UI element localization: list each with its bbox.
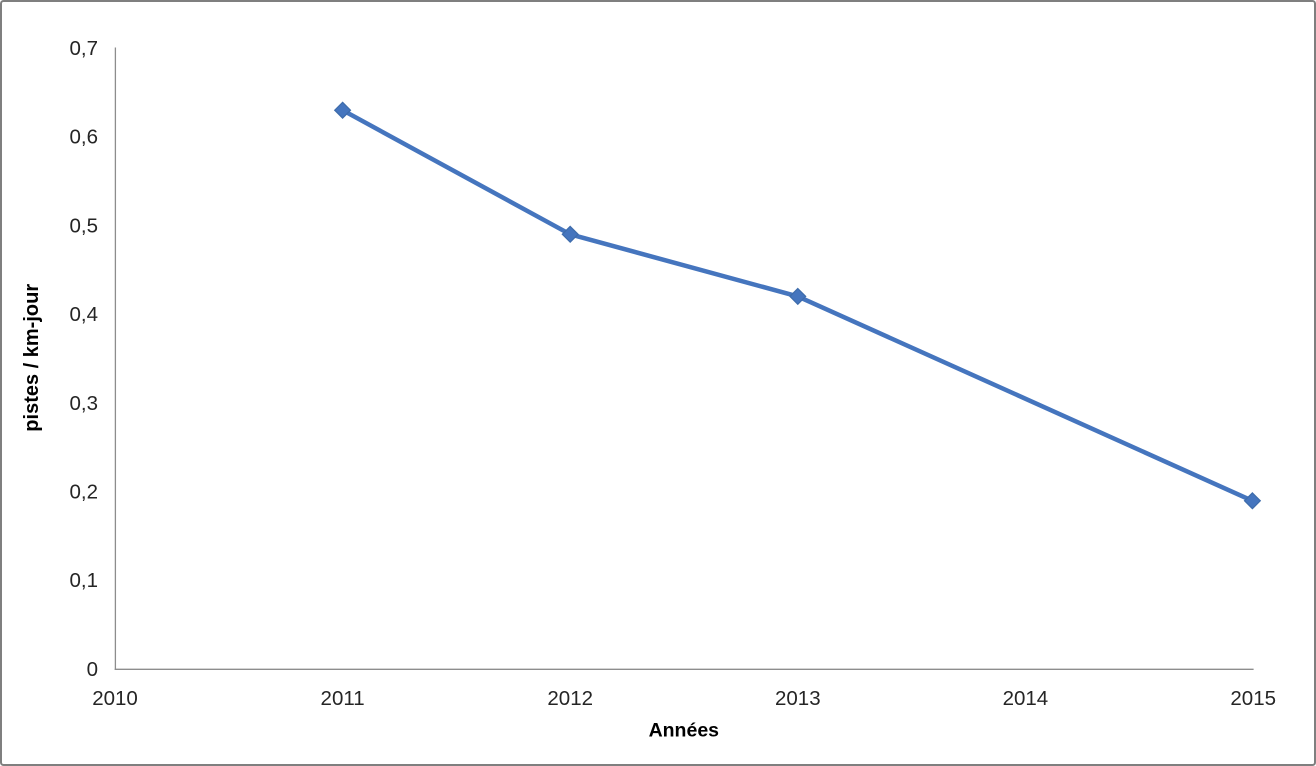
svg-text:pistes / km-jour: pistes / km-jour: [21, 284, 43, 432]
svg-text:2010: 2010: [92, 687, 138, 710]
svg-text:0,2: 0,2: [70, 481, 99, 504]
svg-text:0: 0: [87, 658, 98, 681]
svg-text:Années: Années: [649, 720, 720, 742]
svg-text:2013: 2013: [775, 687, 821, 710]
svg-text:2011: 2011: [321, 687, 365, 710]
svg-text:0,4: 0,4: [70, 303, 99, 326]
svg-text:2015: 2015: [1230, 687, 1276, 710]
svg-text:2012: 2012: [547, 687, 593, 710]
svg-text:0,5: 0,5: [70, 214, 99, 237]
svg-text:0,7: 0,7: [70, 37, 99, 60]
svg-text:0,1: 0,1: [70, 569, 99, 592]
svg-text:2014: 2014: [1003, 687, 1049, 710]
svg-text:0,6: 0,6: [70, 126, 99, 149]
svg-text:0,3: 0,3: [70, 392, 99, 415]
